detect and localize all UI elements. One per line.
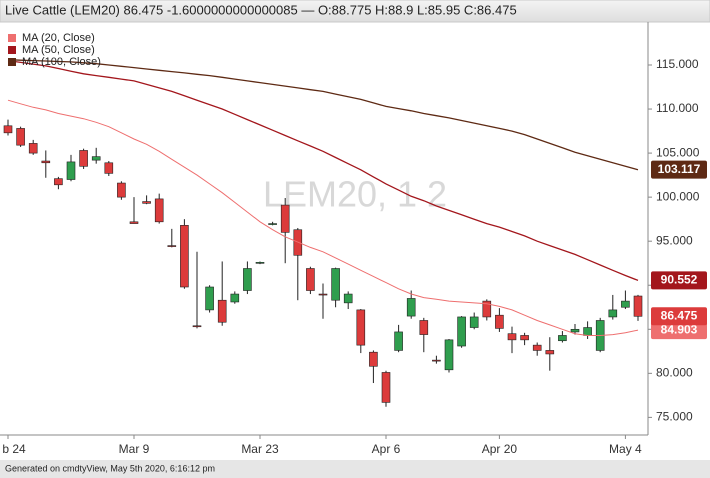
candle-body bbox=[243, 268, 252, 291]
candle-body bbox=[482, 300, 492, 318]
candle-body bbox=[532, 344, 542, 351]
candle-body bbox=[406, 298, 416, 317]
candle-body bbox=[369, 351, 378, 367]
legend-label: MA (20, Close) bbox=[22, 32, 95, 44]
chart-title: Live Cattle (LEM20) 86.475 -1.6000000000… bbox=[5, 2, 517, 17]
candle-body bbox=[394, 331, 403, 351]
candle-body bbox=[54, 178, 63, 186]
candle-body bbox=[331, 268, 340, 301]
x-tick-label: Mar 23 bbox=[241, 442, 279, 456]
x-tick-label: b 24 bbox=[2, 442, 26, 456]
ma-line bbox=[7, 99, 639, 336]
candle-body bbox=[621, 300, 630, 308]
legend-swatch bbox=[8, 34, 16, 42]
candle-body bbox=[142, 201, 151, 204]
legend-swatch bbox=[8, 58, 16, 66]
candle-body bbox=[545, 350, 555, 355]
x-tick-label: Mar 9 bbox=[119, 442, 150, 456]
candle-body bbox=[104, 162, 114, 174]
y-tick-label: 75.000 bbox=[656, 410, 693, 424]
candle-body bbox=[28, 143, 38, 154]
x-tick-label: May 4 bbox=[609, 442, 642, 456]
footer-bar bbox=[0, 460, 710, 478]
candle-body bbox=[205, 286, 214, 311]
candle-body bbox=[356, 309, 366, 346]
candle-body bbox=[217, 299, 227, 323]
last-value-label: 84.903 bbox=[661, 322, 698, 336]
legend-label: MA (50, Close) bbox=[22, 44, 95, 56]
candle-body bbox=[129, 221, 139, 224]
candle-body bbox=[154, 198, 164, 223]
candle-body bbox=[507, 333, 517, 341]
candle-body bbox=[306, 268, 315, 291]
last-value-label: 103.117 bbox=[658, 162, 701, 176]
watermark: LEM20, 1 2 bbox=[263, 174, 447, 215]
candle-body bbox=[41, 160, 51, 164]
candle-body bbox=[280, 204, 290, 233]
candle-body bbox=[520, 335, 529, 341]
candle-body bbox=[167, 245, 177, 247]
footer: Generated on cmdtyView, May 5th 2020, 6:… bbox=[5, 463, 215, 473]
candle-body bbox=[192, 325, 202, 328]
candle-body bbox=[91, 156, 101, 161]
candle-body bbox=[66, 161, 76, 180]
x-tick-label: Apr 6 bbox=[372, 442, 401, 456]
candle-body bbox=[268, 223, 277, 225]
candle-body bbox=[3, 125, 13, 134]
candle-body bbox=[419, 320, 429, 335]
candle-body bbox=[343, 293, 353, 304]
candle-body bbox=[495, 314, 504, 329]
y-tick-label: 110.000 bbox=[656, 101, 699, 115]
y-tick-label: 80.000 bbox=[656, 366, 693, 380]
legend-label: MA (100, Close) bbox=[22, 56, 101, 68]
candle-body bbox=[570, 328, 580, 333]
candle-body bbox=[608, 309, 618, 318]
candle-body bbox=[255, 262, 265, 264]
candle-body bbox=[381, 372, 391, 403]
candle-body bbox=[457, 316, 466, 347]
candle-body bbox=[318, 293, 328, 296]
candle-body bbox=[79, 150, 88, 167]
last-value-label: 90.552 bbox=[661, 273, 698, 287]
candle-body bbox=[583, 327, 592, 336]
candle-body bbox=[117, 182, 126, 198]
candle-body bbox=[444, 339, 454, 371]
legend-swatch bbox=[8, 46, 16, 54]
candle-body bbox=[469, 316, 479, 328]
candle-body bbox=[180, 225, 189, 288]
candle-body bbox=[230, 293, 240, 303]
last-value-box bbox=[651, 321, 707, 340]
y-tick-label: 115.000 bbox=[656, 57, 699, 71]
last-value-box bbox=[651, 160, 707, 179]
candle-body bbox=[633, 295, 643, 317]
x-tick-label: Apr 20 bbox=[482, 442, 518, 456]
ma-line bbox=[7, 59, 639, 171]
close-value-box bbox=[651, 307, 707, 326]
y-tick-label: 95.000 bbox=[656, 233, 693, 247]
ma-line bbox=[7, 59, 639, 282]
last-value-box bbox=[651, 271, 707, 290]
header-bar bbox=[0, 0, 710, 23]
y-tick-label: 100.000 bbox=[656, 189, 700, 203]
candle-body bbox=[432, 359, 441, 362]
candle-body bbox=[558, 335, 567, 342]
close-value-label: 86.475 bbox=[661, 308, 698, 322]
plot-area bbox=[3, 59, 643, 407]
y-tick-label: 105.000 bbox=[656, 145, 700, 159]
candle-body bbox=[16, 128, 25, 146]
